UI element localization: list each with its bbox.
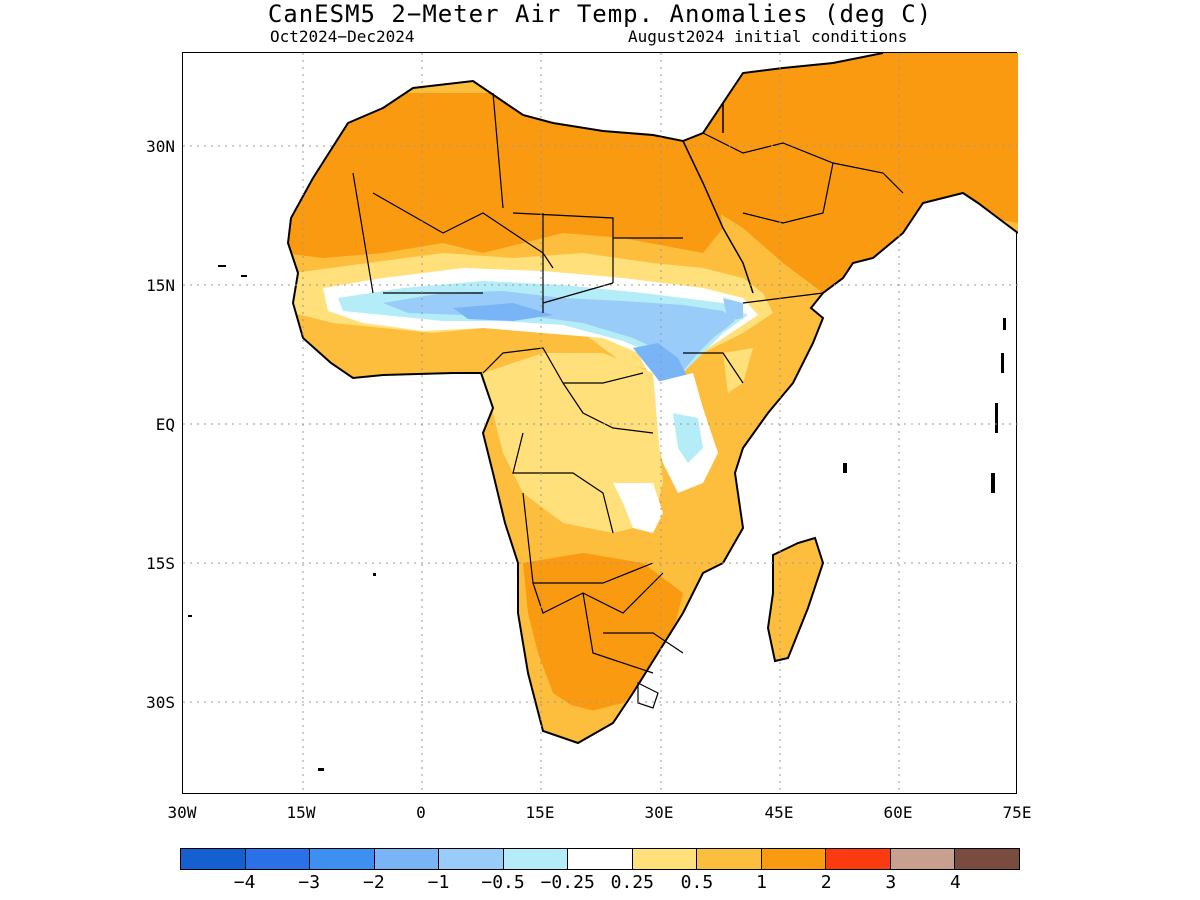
colorbar-segment <box>245 849 311 869</box>
lat-label-30s: 30S <box>146 693 175 712</box>
lat-label-15n: 15N <box>146 276 175 295</box>
anomaly-shading <box>288 53 1018 743</box>
lat-label-eq: EQ <box>155 415 175 434</box>
lat-label-15s: 15S <box>146 554 175 573</box>
country-borders <box>352 92 904 709</box>
lon-label-30e: 30E <box>644 803 674 822</box>
colorbar-segment <box>826 849 891 869</box>
colorbar-label: 0.25 <box>610 872 654 893</box>
colorbar-segment <box>310 849 375 869</box>
lon-label-60e: 60E <box>883 803 913 822</box>
colorbar-label: −0.5 <box>481 872 525 893</box>
colorbar <box>180 848 1020 870</box>
map-panel <box>182 52 1018 795</box>
colorbar-label: −2 <box>363 872 385 893</box>
colorbar-label: −3 <box>298 872 321 893</box>
lon-label-15e: 15E <box>525 803 555 822</box>
colorbar-label: 0.5 <box>680 872 714 893</box>
chart-title: CanESM5 2−Meter Air Temp. Anomalies (deg… <box>267 0 933 28</box>
colorbar-segment <box>761 849 827 869</box>
africa-anomaly-map <box>183 53 1018 795</box>
colorbar-label: 2 <box>820 872 832 893</box>
gridlines <box>183 53 1018 795</box>
colorbar-label: −0.25 <box>540 872 595 893</box>
colorbar-segment <box>181 849 246 869</box>
colorbar-segment <box>568 849 633 869</box>
lon-label-0: 0 <box>416 803 426 822</box>
period-subtitle: Oct2024−Dec2024 <box>270 27 415 46</box>
colorbar-segment <box>955 849 1019 869</box>
colorbar-label: 3 <box>885 872 897 893</box>
colorbar-label: 1 <box>756 872 767 893</box>
colorbar-label: −4 <box>233 872 256 893</box>
colorbar-segment <box>374 849 440 869</box>
coastlines <box>286 53 1018 745</box>
lat-label-30n: 30N <box>146 137 175 156</box>
colorbar-segment <box>503 849 569 869</box>
colorbar-segment <box>697 849 762 869</box>
lon-label-45e: 45E <box>764 803 794 822</box>
colorbar-segment <box>632 849 698 869</box>
colorbar-segment <box>439 849 504 869</box>
colorbar-segment <box>890 849 956 869</box>
lon-label-30w: 30W <box>167 803 197 822</box>
islands <box>188 265 1006 771</box>
colorbar-label: −1 <box>427 872 450 893</box>
lon-label-75e: 75E <box>1002 803 1032 822</box>
lon-label-15w: 15W <box>286 803 316 822</box>
initial-conditions-subtitle: August2024 initial conditions <box>628 27 908 46</box>
colorbar-label: 4 <box>949 872 961 893</box>
